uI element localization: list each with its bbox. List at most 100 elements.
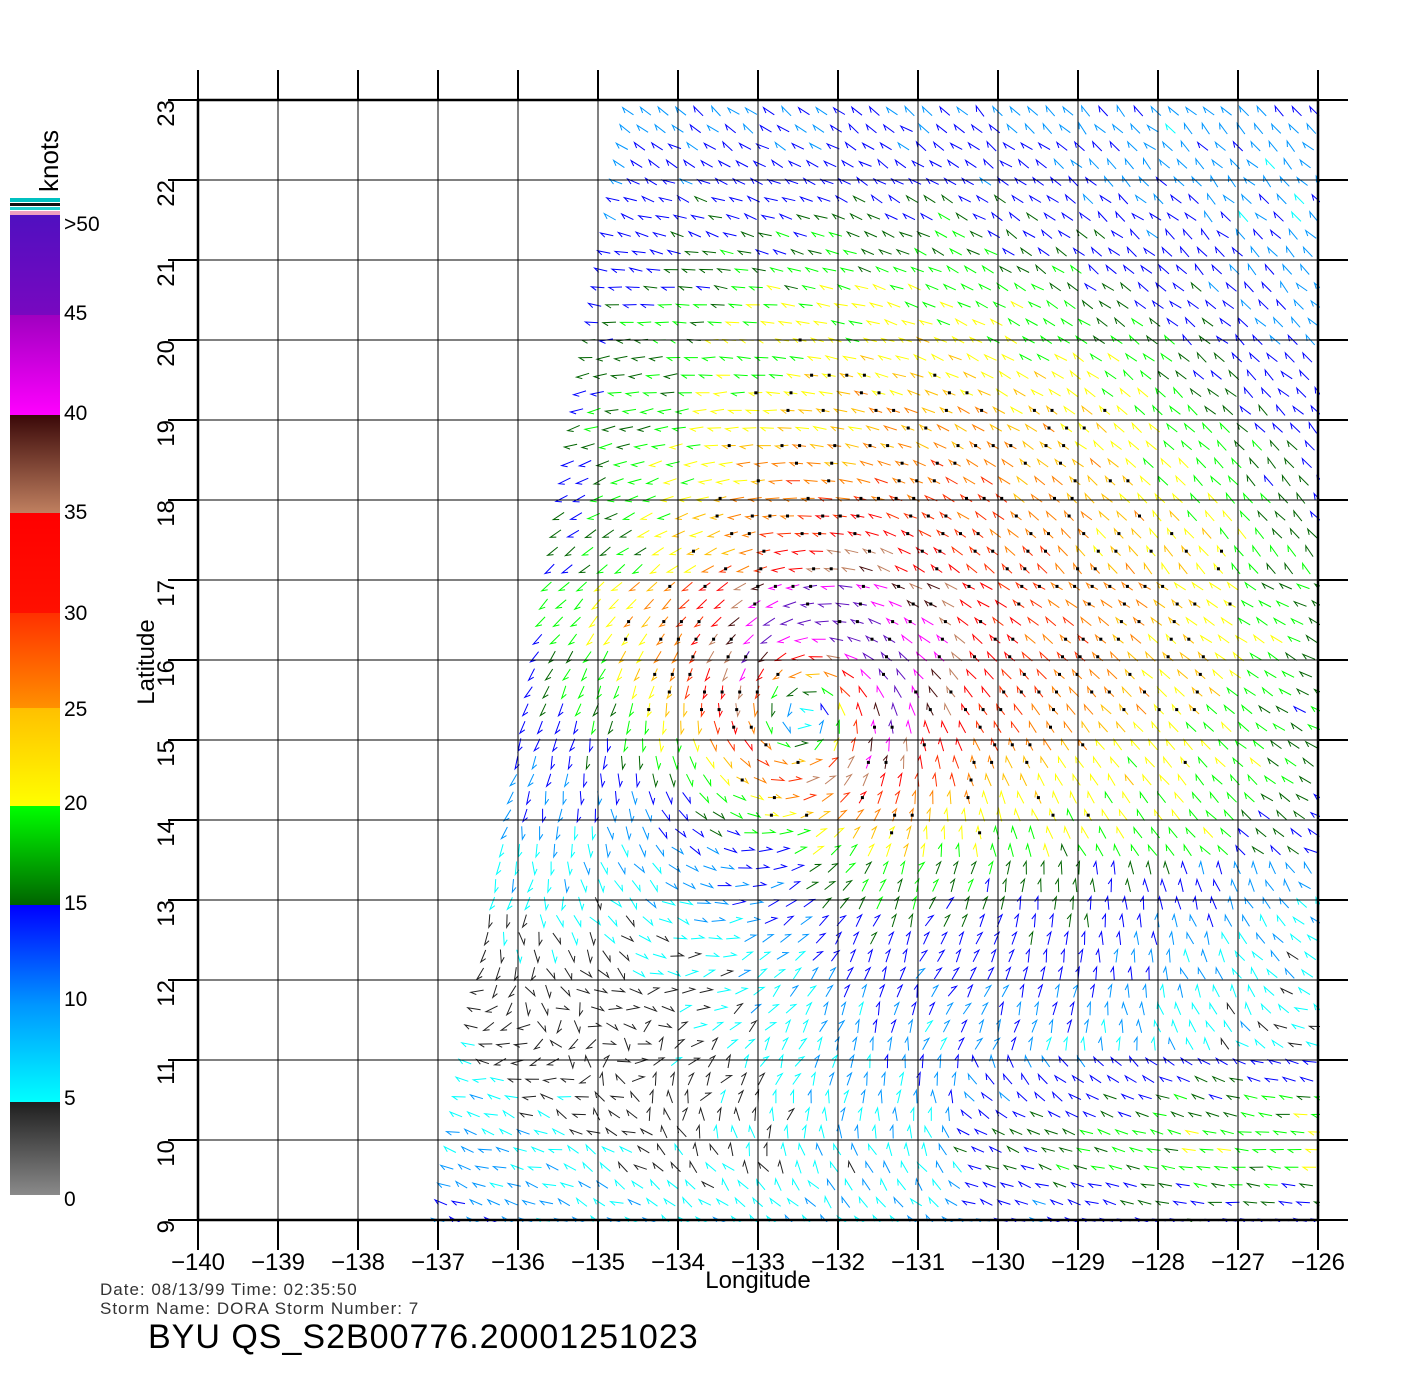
wind-barb — [692, 738, 700, 753]
wind-barb — [861, 983, 868, 998]
wind-barb — [841, 1195, 851, 1208]
wind-barb — [733, 374, 748, 379]
wind-barb — [691, 409, 707, 415]
wind-barb — [1302, 756, 1314, 767]
wind-barb — [744, 409, 760, 415]
wind-barb — [1227, 474, 1239, 486]
wind-barb — [689, 123, 701, 134]
wind-barb — [874, 372, 889, 379]
wind-barb — [885, 948, 892, 963]
wind-barb — [541, 1183, 557, 1189]
wind-barb — [1223, 704, 1235, 715]
wind-barb — [1087, 1183, 1102, 1189]
wind-barb — [762, 617, 776, 626]
wind-barb — [1309, 916, 1320, 924]
wind-barb — [720, 548, 735, 556]
wind-barb — [695, 811, 708, 821]
wind-barb — [1249, 756, 1262, 767]
rain-flag — [973, 655, 976, 659]
wind-barb — [913, 668, 924, 680]
wind-barb — [726, 739, 735, 752]
wind-barb — [532, 1038, 544, 1050]
wind-barb — [1130, 633, 1142, 644]
wind-barb — [1280, 775, 1294, 784]
wind-barb — [835, 390, 851, 397]
wind-barb — [1019, 562, 1030, 574]
wind-barb — [906, 494, 920, 502]
wind-barb — [757, 232, 772, 238]
wind-barb — [785, 1003, 798, 1014]
wind-barb — [1093, 228, 1106, 239]
wind-barb — [782, 811, 798, 818]
wind-barb — [690, 633, 701, 646]
wind-barb — [1058, 1055, 1069, 1067]
longitude-tick-label: −138 — [331, 1249, 385, 1276]
wind-barb — [1224, 1201, 1240, 1207]
wind-barb — [1160, 1164, 1176, 1171]
wind-barb — [564, 879, 570, 894]
wind-barb — [636, 1144, 650, 1154]
wind-barb — [800, 916, 814, 926]
wind-barb — [607, 915, 618, 928]
wind-barb — [950, 651, 963, 662]
wind-barb — [879, 983, 886, 998]
wind-barb — [1209, 790, 1219, 804]
wind-barb — [926, 582, 940, 590]
wind-barb — [1114, 1128, 1129, 1135]
wind-barb — [1246, 1076, 1261, 1083]
wind-barb — [1083, 912, 1089, 928]
wind-barb — [627, 478, 642, 485]
wind-barb — [741, 427, 757, 432]
rain-flag — [908, 620, 912, 624]
wind-barb — [592, 477, 606, 485]
rain-flag — [1062, 444, 1066, 448]
wind-barb — [989, 318, 1003, 326]
wind-barb — [998, 1000, 1005, 1016]
wind-barb — [980, 475, 993, 485]
wind-barb — [936, 423, 950, 432]
wind-barb — [853, 718, 858, 734]
wind-barb — [1083, 1018, 1090, 1033]
wind-barb — [734, 1196, 746, 1208]
wind-barb — [1042, 317, 1056, 327]
wind-barb — [579, 791, 585, 806]
wind-barb — [687, 1071, 695, 1086]
wind-barb — [1201, 317, 1214, 327]
wind-barb — [680, 268, 696, 274]
wind-barb — [1135, 598, 1148, 609]
rain-flag — [978, 831, 982, 835]
wind-barb — [1183, 948, 1190, 963]
wind-barb — [730, 811, 744, 820]
wind-barb — [1030, 493, 1043, 503]
wind-barb — [642, 392, 657, 397]
wind-barb — [674, 408, 689, 415]
wind-barb — [924, 283, 939, 291]
wind-barb — [723, 426, 739, 432]
wind-barb — [650, 444, 666, 450]
wind-barb — [565, 529, 580, 538]
wind-barb — [1016, 1000, 1022, 1016]
wind-barb — [1030, 283, 1045, 291]
wind-barb — [1290, 722, 1303, 732]
wind-barb — [1295, 1095, 1311, 1101]
wind-barb — [1104, 1182, 1120, 1188]
rain-flag — [1090, 584, 1094, 588]
wind-barb — [961, 1200, 976, 1206]
wind-barb — [685, 864, 700, 873]
wind-barb — [925, 177, 939, 185]
rain-flag — [892, 408, 896, 412]
wind-barb — [1287, 635, 1301, 643]
wind-barb — [1188, 703, 1200, 715]
wind-barb — [1235, 1040, 1249, 1048]
wind-barb — [867, 1142, 877, 1156]
wind-barb — [587, 1022, 603, 1028]
wind-barb — [782, 721, 791, 735]
wind-barb — [1180, 439, 1193, 451]
wind-barb — [818, 810, 832, 820]
wind-barb — [658, 1023, 673, 1029]
rain-flag — [789, 391, 793, 395]
wind-barb — [1280, 280, 1289, 293]
wind-barb — [1046, 930, 1052, 945]
wind-barb — [676, 194, 690, 203]
wind-barb — [1236, 422, 1249, 433]
